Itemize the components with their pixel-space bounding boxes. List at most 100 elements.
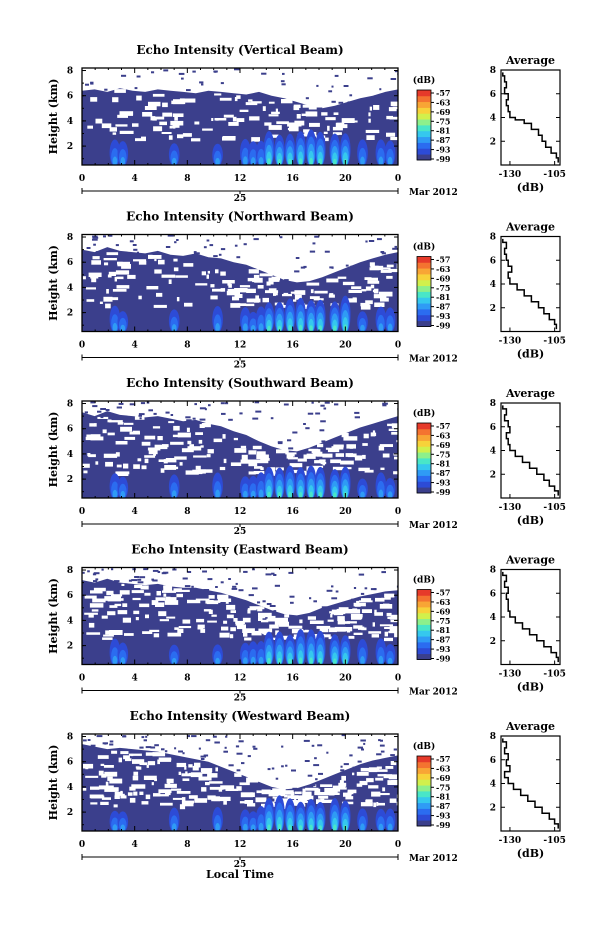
echo-speckle: [145, 735, 148, 738]
echo-gap: [145, 794, 151, 800]
echo-gap: [262, 106, 266, 111]
echo-gap: [131, 590, 144, 594]
echo-gap: [111, 593, 114, 599]
echo-speckle: [161, 748, 165, 751]
echo-gap: [356, 771, 369, 776]
echo-gap: [253, 471, 265, 475]
echo-speckle: [92, 573, 97, 576]
echo-gap: [190, 772, 203, 778]
echo-gap: [374, 609, 377, 615]
echo-gap: [168, 135, 173, 140]
echo-speckle: [93, 572, 100, 575]
convective-plume: [112, 156, 118, 165]
echo-gap: [178, 771, 182, 775]
echo-gap: [139, 603, 150, 608]
echo-gap: [103, 296, 113, 302]
echo-gap: [248, 450, 257, 455]
echo-speckle: [381, 252, 386, 255]
echo-gap: [386, 612, 392, 617]
colorbar-tick-label: -87: [436, 635, 450, 645]
echo-gap: [89, 423, 95, 427]
echo-gap: [234, 97, 238, 102]
echo-gap: [215, 269, 219, 274]
colorbar-tick-label: -63: [436, 264, 451, 274]
echo-speckle: [376, 753, 382, 756]
echo-gap: [86, 434, 98, 438]
echo-gap: [196, 618, 205, 623]
echo-gap: [390, 761, 397, 766]
convective-plume: [333, 824, 337, 831]
echo-gap: [346, 621, 357, 624]
y-axis-label: Height (km): [47, 245, 60, 321]
convective-plume: [250, 325, 256, 332]
echo-speckle: [174, 747, 177, 750]
date-day-label: 25: [234, 361, 247, 371]
echo-speckle: [271, 767, 275, 770]
echo-gap: [394, 632, 398, 638]
echo-gap: [268, 101, 275, 104]
echo-gap: [362, 454, 366, 459]
echo-gap: [106, 289, 109, 294]
echo-gap: [91, 277, 97, 283]
echo-gap: [116, 276, 124, 280]
echo-gap: [372, 430, 376, 433]
echo-speckle: [307, 412, 314, 415]
echo-speckle: [83, 739, 87, 742]
colorbar-frame: [416, 256, 432, 327]
echo-gap: [172, 797, 183, 800]
convective-plume: [360, 156, 365, 165]
echo-speckle: [314, 757, 317, 760]
echo-gap: [323, 131, 328, 134]
x-tick-label: 0: [79, 507, 85, 517]
echo-gap: [389, 116, 398, 120]
echo-gap: [154, 259, 157, 262]
echo-speckle: [271, 572, 275, 575]
convective-plume: [288, 824, 292, 831]
colorbar-segment: [417, 481, 431, 488]
echo-gap: [294, 798, 297, 803]
echo-speckle: [191, 735, 197, 738]
echo-gap: [133, 610, 140, 615]
echo-gap: [289, 453, 295, 457]
colorbar-tick-label: -87: [436, 135, 450, 145]
echo-speckle: [178, 72, 185, 75]
echo-speckle: [281, 765, 284, 768]
echo-gap: [106, 252, 119, 256]
echo-speckle: [170, 414, 174, 416]
echo-speckle: [351, 598, 354, 601]
x-tick-label: 20: [339, 674, 352, 684]
echo-gap: [297, 458, 307, 462]
echo-gap: [281, 99, 293, 104]
echo-speckle: [203, 589, 210, 591]
echo-speckle: [138, 413, 145, 416]
echo-gap: [314, 460, 323, 464]
echo-gap: [239, 782, 250, 786]
echo-speckle: [345, 264, 349, 267]
convective-plume: [309, 824, 313, 831]
echo-gap: [275, 108, 278, 113]
average-x-tick-label: -105: [543, 170, 566, 180]
echo-gap: [173, 258, 178, 262]
convective-plume: [250, 824, 256, 831]
echo-speckle: [370, 588, 377, 591]
echo-speckle: [340, 769, 345, 772]
colorbar-tick-label: -75: [436, 782, 450, 792]
echo-speckle: [315, 778, 318, 781]
colorbar-segment: [417, 601, 431, 608]
echo-gap: [310, 289, 314, 294]
convective-plume: [243, 490, 248, 498]
echo-gap: [256, 454, 269, 460]
convective-plume: [378, 323, 384, 332]
panel-title: Echo Intensity (Southward Beam): [126, 376, 354, 390]
echo-gap: [131, 784, 146, 789]
echo-gap: [169, 126, 173, 129]
echo-gap: [101, 773, 107, 778]
colorbar-tick-label: -57: [436, 255, 450, 265]
echo-gap: [223, 114, 234, 118]
echo-speckle: [280, 80, 285, 83]
echo-gap: [302, 791, 312, 796]
echo-gap: [111, 594, 123, 597]
echo-gap: [391, 431, 398, 435]
convective-plume: [387, 491, 393, 498]
echo-gap: [208, 595, 215, 599]
